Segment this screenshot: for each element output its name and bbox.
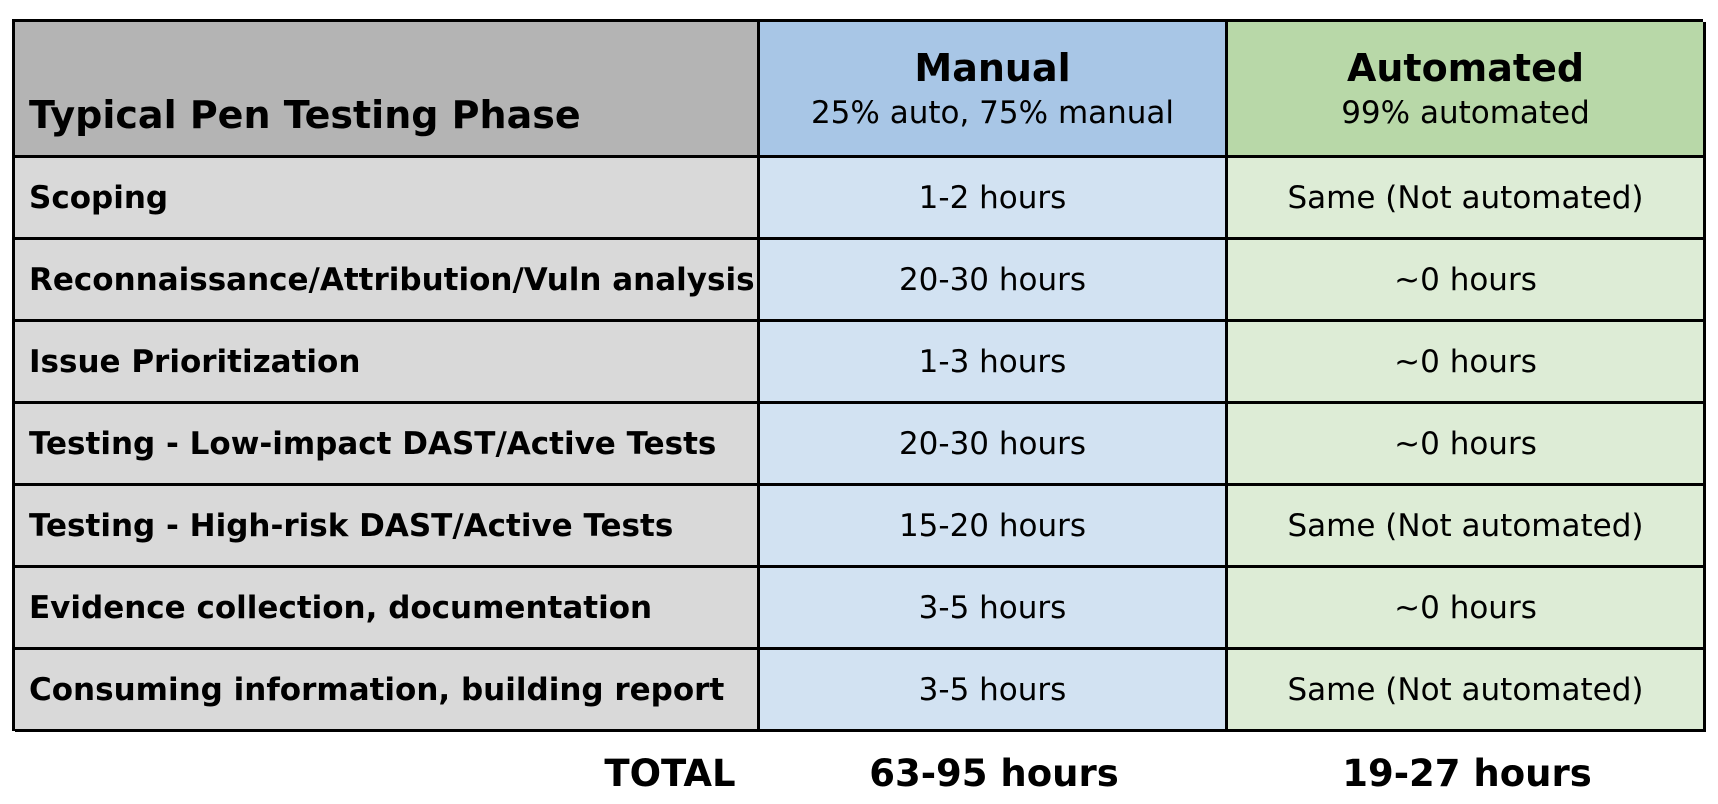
automated-hours-cell: ~0 hours xyxy=(1228,240,1706,322)
automated-hours-cell: Same (Not automated) xyxy=(1228,158,1706,240)
comparison-table: Typical Pen Testing Phase Manual 25% aut… xyxy=(12,19,1706,732)
phase-cell: Testing - High-risk DAST/Active Tests xyxy=(15,486,760,568)
manual-hours-cell: 3-5 hours xyxy=(760,650,1228,732)
total-automated-hours: 19-27 hours xyxy=(1342,752,1592,795)
automated-column-header: Automated 99% automated xyxy=(1228,22,1706,158)
phase-cell: Reconnaissance/Attribution/Vuln analysis xyxy=(15,240,760,322)
manual-hours-cell: 15-20 hours xyxy=(760,486,1228,568)
phase-column-header-label: Typical Pen Testing Phase xyxy=(29,93,581,137)
manual-column-title: Manual xyxy=(914,45,1071,90)
total-manual-hours: 63-95 hours xyxy=(869,752,1119,795)
manual-column-subtitle: 25% auto, 75% manual xyxy=(810,94,1175,131)
automated-hours-cell: Same (Not automated) xyxy=(1228,486,1706,568)
automated-column-subtitle: 99% automated xyxy=(1341,94,1590,131)
phase-cell: Testing - Low-impact DAST/Active Tests xyxy=(15,404,760,486)
automated-column-title: Automated xyxy=(1346,45,1585,90)
phase-cell: Consuming information, building report xyxy=(15,650,760,732)
manual-hours-cell: 20-30 hours xyxy=(760,240,1228,322)
automated-hours-cell: ~0 hours xyxy=(1228,568,1706,650)
total-row: TOTAL 63-95 hours 19-27 hours xyxy=(0,752,1718,800)
manual-hours-cell: 3-5 hours xyxy=(760,568,1228,650)
manual-hours-cell: 1-3 hours xyxy=(760,322,1228,404)
phase-column-header: Typical Pen Testing Phase xyxy=(15,22,760,158)
phase-cell: Scoping xyxy=(15,158,760,240)
automated-hours-cell: Same (Not automated) xyxy=(1228,650,1706,732)
manual-hours-cell: 20-30 hours xyxy=(760,404,1228,486)
automated-hours-cell: ~0 hours xyxy=(1228,322,1706,404)
phase-cell: Evidence collection, documentation xyxy=(15,568,760,650)
manual-column-header: Manual 25% auto, 75% manual xyxy=(760,22,1228,158)
total-label: TOTAL xyxy=(604,752,736,795)
manual-hours-cell: 1-2 hours xyxy=(760,158,1228,240)
phase-cell: Issue Prioritization xyxy=(15,322,760,404)
automated-hours-cell: ~0 hours xyxy=(1228,404,1706,486)
